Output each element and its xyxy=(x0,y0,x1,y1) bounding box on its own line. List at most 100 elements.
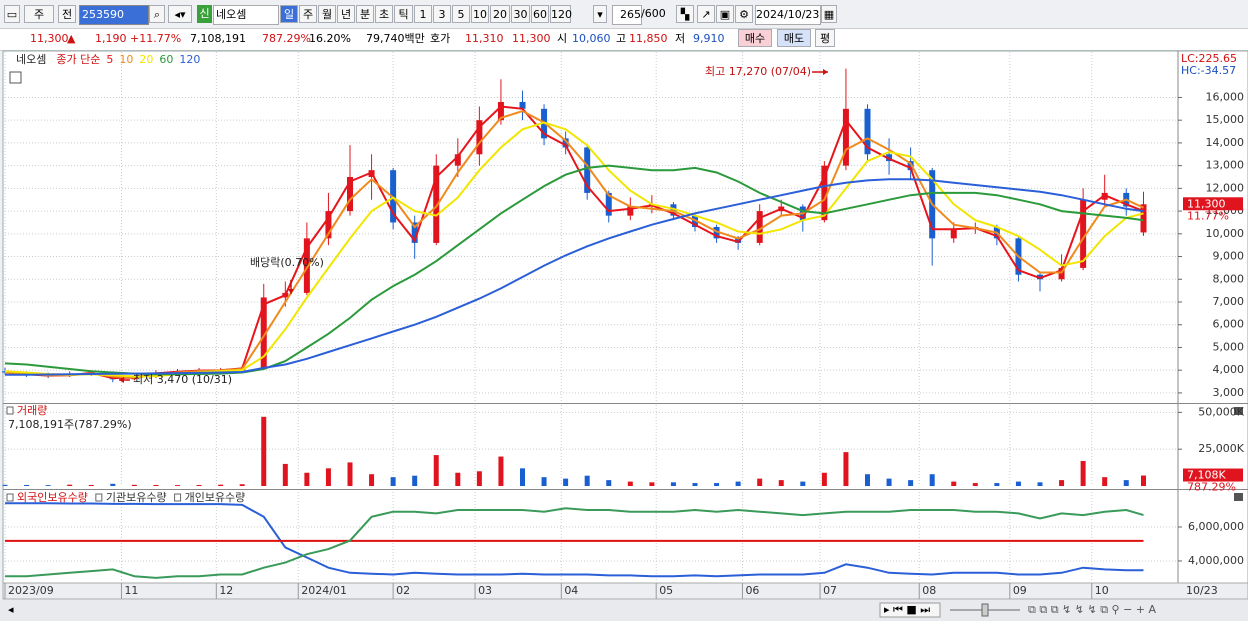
zoom-thumb[interactable] xyxy=(981,603,989,617)
volume-bar xyxy=(584,475,590,486)
period-button[interactable]: 3 xyxy=(433,5,451,23)
volume-bar xyxy=(908,480,914,486)
volume-bar xyxy=(412,475,418,486)
period-button[interactable]: 5 xyxy=(452,5,470,23)
candle-body xyxy=(433,165,440,243)
volume-bar xyxy=(843,452,849,486)
low-label: 저 xyxy=(675,32,686,45)
code-input[interactable]: 253590 xyxy=(79,5,149,25)
settings-button[interactable]: ⚙ xyxy=(735,5,753,23)
y-tick-label: 4,000,000 xyxy=(1188,554,1244,567)
annotation: 최저 3,470 (10/31) xyxy=(133,373,232,386)
candle-body xyxy=(907,161,914,171)
period-button[interactable]: 120 xyxy=(550,5,572,23)
line-series xyxy=(4,164,1144,376)
volume-bar xyxy=(821,472,827,486)
stock-name[interactable]: 네오셈 xyxy=(213,5,279,25)
y-tick-label: 7,000 xyxy=(1213,295,1245,308)
close-icon[interactable] xyxy=(1234,493,1243,501)
period-button[interactable]: 월 xyxy=(318,5,336,23)
sound-button[interactable]: ◂▾ xyxy=(168,5,192,23)
volume-bar xyxy=(45,485,51,486)
volume-bar xyxy=(541,477,547,486)
market-select[interactable]: 주 xyxy=(24,5,54,23)
period-button[interactable]: 60 xyxy=(531,5,549,23)
volume-tag-label: 7,108K xyxy=(1187,469,1226,482)
dropdown[interactable]: ▾ xyxy=(593,5,607,23)
candle-body xyxy=(950,229,957,239)
arrow-head xyxy=(288,289,294,294)
y-tick-label: 15,000 xyxy=(1206,113,1245,126)
y-tick-label: 14,000 xyxy=(1206,136,1245,149)
menu-icon[interactable]: ▭ xyxy=(4,5,20,23)
date-input[interactable]: 2024/10/23 xyxy=(755,5,821,25)
buy-button[interactable]: 매수 xyxy=(738,29,772,47)
candle-body xyxy=(627,206,634,216)
period-button[interactable]: 20 xyxy=(490,5,510,23)
close-icon[interactable] xyxy=(1234,407,1243,415)
candle-body xyxy=(454,154,461,166)
scroll-left[interactable]: ◂ xyxy=(8,603,14,616)
scroll-controls[interactable] xyxy=(879,602,941,618)
volume-title: 거래량 xyxy=(17,404,47,417)
view-button[interactable]: 전 xyxy=(58,5,76,23)
period-button[interactable]: 초 xyxy=(375,5,393,23)
period-button[interactable]: 일 xyxy=(280,5,298,23)
volume-bar xyxy=(606,480,612,486)
x-tick-label: 07 xyxy=(823,584,837,597)
y-tick-label: 13,000 xyxy=(1206,159,1245,172)
badge: 신 xyxy=(197,5,212,23)
save-button[interactable]: ▣ xyxy=(716,5,734,23)
volume-bar xyxy=(757,478,763,486)
period-button[interactable]: 분 xyxy=(356,5,374,23)
period-button[interactable]: 1 xyxy=(414,5,432,23)
legend-subtitle: 종가 단순 xyxy=(56,53,100,66)
tool-button[interactable]: ▚ xyxy=(676,5,694,23)
arrow-head xyxy=(823,69,828,75)
arrow-head xyxy=(119,377,124,383)
annotation: 배당락(0.70%) xyxy=(250,256,324,269)
lc-label: LC:225.65 xyxy=(1181,52,1237,65)
y-tick-label: 6,000,000 xyxy=(1188,520,1244,533)
volume-bar xyxy=(67,484,73,486)
volume-bar xyxy=(1015,481,1021,486)
tool-button[interactable]: ↗ xyxy=(697,5,715,23)
y-tick-label: 10,000 xyxy=(1206,227,1245,240)
legend-entry: 120 xyxy=(179,53,200,66)
line-series xyxy=(5,507,1144,579)
line-series xyxy=(5,178,1144,376)
period-button[interactable]: 10 xyxy=(471,5,489,23)
volume-bar xyxy=(476,471,482,486)
volume-bar xyxy=(455,472,461,486)
calendar-button[interactable]: ▦ xyxy=(821,5,837,23)
play-controls[interactable]: ▸ ⏮ ■ ⏭ xyxy=(884,603,930,616)
period-button[interactable]: 년 xyxy=(337,5,355,23)
y-tick-label: 8,000 xyxy=(1213,272,1245,285)
search-button[interactable]: ⌕ xyxy=(149,5,165,23)
count-max: /600 xyxy=(641,7,666,20)
chart-frame xyxy=(2,50,1248,584)
volume-bar xyxy=(24,484,30,486)
count-input[interactable]: 265 xyxy=(612,5,642,25)
volume-bar xyxy=(498,456,504,486)
volume-bar xyxy=(88,484,94,486)
avg-button[interactable]: 평 xyxy=(815,29,835,47)
grid-icon[interactable] xyxy=(9,71,22,84)
y-tick-label: 5,000 xyxy=(1213,340,1245,353)
volume-bar xyxy=(627,481,633,486)
period-button[interactable]: 틱 xyxy=(394,5,413,23)
period-button[interactable]: 30 xyxy=(511,5,530,23)
x-tick-label: 12 xyxy=(219,584,233,597)
legend-entry: 외국인보유수량 xyxy=(17,491,88,504)
volume-bar xyxy=(1141,475,1146,486)
legend-entry: 10 xyxy=(119,53,133,66)
volume-bar xyxy=(563,478,569,486)
tool-icons[interactable]: ⧉ ⧉ ⧉ ↯ ↯ ↯ ⧉ ⚲ − + A xyxy=(1028,603,1157,616)
volume-bar xyxy=(1102,477,1108,486)
volume-bar xyxy=(1080,460,1086,486)
volume-bar xyxy=(714,483,720,486)
period-button[interactable]: 주 xyxy=(299,5,317,23)
sell-button[interactable]: 매도 xyxy=(777,29,811,47)
